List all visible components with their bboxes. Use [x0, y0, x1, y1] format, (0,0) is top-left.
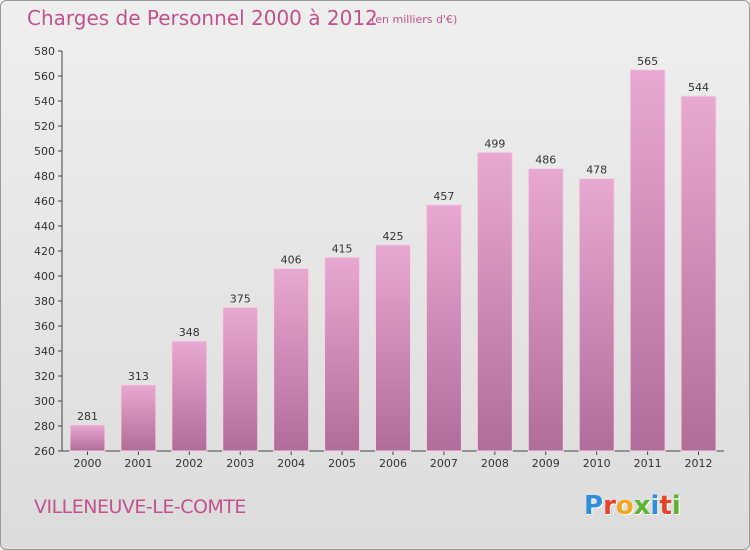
bar-2003 — [222, 306, 259, 452]
commune-name: VILLENEUVE-LE-COMTE — [34, 496, 246, 518]
y-tick-label: 520 — [34, 120, 55, 133]
y-tick-label: 420 — [34, 245, 55, 258]
logo-letter: i — [671, 491, 681, 521]
y-tick-label: 320 — [34, 370, 55, 383]
y-tick-label: 280 — [34, 420, 55, 433]
x-tick-label: 2006 — [379, 457, 407, 470]
bar-value-label: 415 — [332, 242, 353, 255]
y-tick-label: 340 — [34, 345, 55, 358]
y-tick-label: 260 — [34, 445, 55, 458]
logo-letter: P — [584, 491, 604, 521]
bar-value-label: 478 — [586, 164, 607, 177]
bar-2000 — [69, 424, 106, 452]
bar-2007 — [425, 204, 462, 452]
bar-value-label: 486 — [535, 154, 556, 167]
x-tick-label: 2012 — [685, 457, 713, 470]
y-tick-label: 500 — [34, 145, 55, 158]
y-tick-label: 440 — [34, 220, 55, 233]
bar-2002 — [171, 340, 208, 452]
bar-2011 — [629, 69, 666, 452]
bar-value-label: 457 — [433, 190, 454, 203]
bar-2006 — [375, 244, 411, 452]
x-tick-label: 2000 — [73, 457, 101, 470]
bar-value-label: 281 — [77, 410, 98, 423]
y-tick-label: 480 — [34, 170, 55, 183]
x-tick-label: 2002 — [175, 457, 203, 470]
y-tick-label: 540 — [34, 95, 55, 108]
chart-title: Charges de Personnel 2000 à 2012 — [27, 6, 378, 30]
bar-value-label: 406 — [281, 254, 302, 267]
x-tick-label: 2001 — [124, 457, 152, 470]
y-tick-label: 580 — [34, 45, 55, 58]
bar-value-label: 565 — [637, 55, 658, 68]
x-tick-label: 2007 — [430, 457, 458, 470]
logo-letter: i — [650, 491, 660, 521]
y-tick-label: 380 — [34, 295, 55, 308]
proxiti-logo: Proxiti — [584, 491, 681, 521]
logo-letter: t — [659, 491, 672, 521]
bar-value-label: 425 — [383, 230, 404, 243]
y-tick-label: 360 — [34, 320, 55, 333]
bar-value-label: 375 — [230, 292, 251, 305]
x-tick-label: 2009 — [532, 457, 560, 470]
bar-2010 — [578, 178, 615, 452]
x-tick-label: 2003 — [226, 457, 254, 470]
y-tick-label: 400 — [34, 270, 55, 283]
x-tick-label: 2010 — [583, 457, 611, 470]
x-tick-label: 2008 — [481, 457, 509, 470]
bar-2012 — [680, 95, 717, 452]
y-tick-label: 300 — [34, 395, 55, 408]
x-tick-label: 2004 — [277, 457, 305, 470]
x-tick-label: 2011 — [634, 457, 662, 470]
y-tick-label: 460 — [34, 195, 55, 208]
bar-2001 — [120, 384, 157, 452]
logo-letter: r — [603, 491, 616, 521]
logo-letter: x — [633, 491, 651, 521]
x-tick-label: 2005 — [328, 457, 356, 470]
bar-2005 — [324, 256, 361, 452]
chart-subtitle: (en milliers d'€) — [371, 13, 458, 26]
bar-2008 — [476, 151, 513, 452]
bar-2004 — [273, 268, 310, 452]
bar-2009 — [527, 168, 564, 452]
y-tick-label: 560 — [34, 70, 55, 83]
bar-value-label: 313 — [128, 370, 149, 383]
bar-value-label: 348 — [179, 326, 200, 339]
bar-value-label: 499 — [484, 137, 505, 150]
bar-value-label: 544 — [688, 81, 709, 94]
logo-letter: o — [615, 491, 634, 521]
